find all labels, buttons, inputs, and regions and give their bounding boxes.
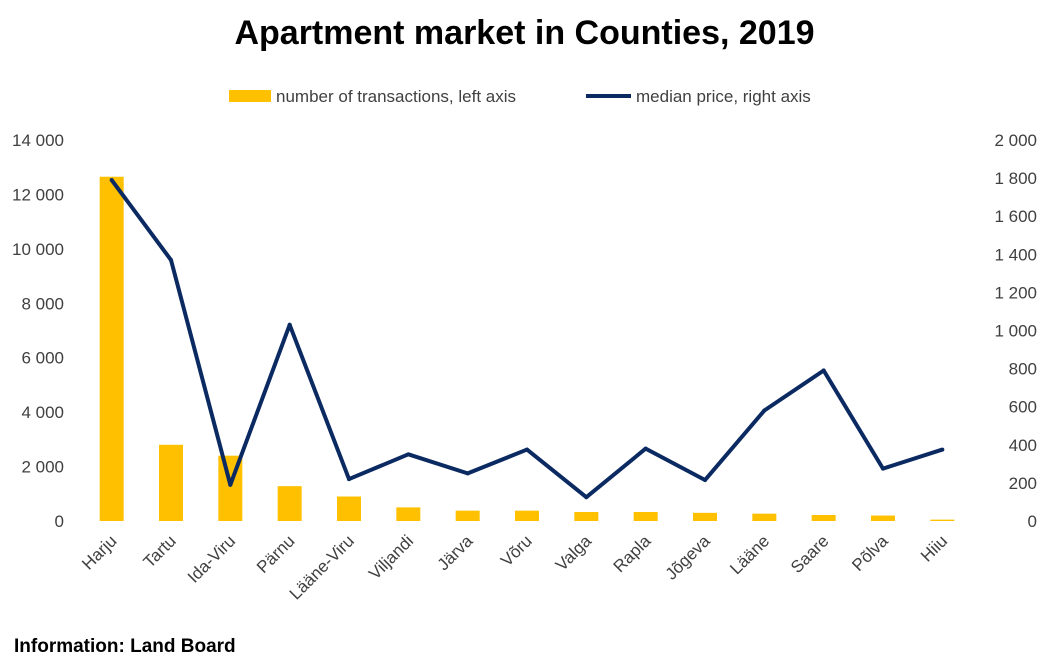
x-axis-label: Pärnu — [253, 531, 299, 577]
bar-rapla — [633, 512, 658, 521]
line-point-järva — [465, 471, 470, 476]
x-axis-label: Põlva — [848, 531, 892, 575]
left-axis-tick-label: 8 000 — [21, 294, 64, 313]
x-axis-label: Rapla — [610, 531, 655, 576]
legend-line-label: median price, right axis — [636, 87, 811, 106]
line-point-lääne-viru — [347, 477, 351, 482]
line-point-valga — [584, 495, 589, 500]
line-point-ida-viru — [228, 482, 233, 487]
line-point-põlva — [881, 466, 885, 471]
x-axis-label: Lääne-Viru — [286, 531, 358, 603]
left-axis-tick-label: 12 000 — [12, 185, 64, 204]
line-point-pärnu — [287, 322, 292, 327]
left-axis-tick-label: 2 000 — [21, 458, 64, 477]
left-axis-ticks: 0 2 000 4 000 6 000 8 000 10 000 12 000 14 000 — [12, 131, 64, 531]
bar-lääne-viru — [337, 496, 361, 521]
x-axis-label: Ida-Viru — [184, 531, 239, 586]
line-point-viljandi — [406, 452, 411, 457]
left-axis-tick-label: 0 — [55, 512, 64, 531]
legend-bar-swatch — [229, 90, 271, 102]
line-point-võru — [525, 447, 529, 452]
bar-pärnu — [277, 486, 302, 521]
line-point-harju — [109, 178, 114, 183]
right-axis-tick-label: 200 — [1009, 474, 1037, 493]
right-axis-tick-label: 1 000 — [994, 322, 1037, 341]
x-axis-label: Lääne — [726, 531, 773, 578]
right-axis-tick-label: 0 — [1028, 512, 1037, 531]
right-axis-tick-label: 800 — [1009, 360, 1037, 379]
bars — [99, 176, 955, 521]
bar-jõgeva — [693, 512, 717, 521]
line-point-hiiu — [940, 447, 945, 452]
price-line-group — [109, 178, 945, 500]
bar-valga — [574, 512, 599, 521]
legend-bar-label: number of transactions, left axis — [276, 87, 516, 106]
line-point-lääne — [762, 408, 767, 413]
right-axis-tick-label: 1 800 — [994, 169, 1037, 188]
right-axis-tick-label: 1 400 — [994, 245, 1037, 264]
bar-lääne — [752, 513, 777, 521]
bar-viljandi — [396, 507, 421, 521]
right-axis-tick-label: 1 600 — [994, 207, 1037, 226]
line-point-rapla — [643, 446, 648, 451]
right-axis-tick-label: 1 200 — [994, 283, 1037, 302]
bar-harju — [99, 176, 124, 521]
bar-hiiu — [930, 519, 955, 521]
source-note: Information: Land Board — [14, 636, 236, 657]
bar-põlva — [871, 515, 895, 521]
left-axis-tick-label: 4 000 — [21, 403, 64, 422]
right-axis-tick-label: 600 — [1009, 398, 1037, 417]
x-axis-label: Jõgeva — [662, 531, 715, 584]
line-point-jõgeva — [703, 478, 707, 483]
left-axis-tick-label: 14 000 — [12, 131, 64, 150]
bar-saare — [811, 515, 836, 521]
x-axis-label: Järva — [434, 531, 477, 574]
left-axis-tick-label: 6 000 — [21, 349, 64, 368]
right-axis-tick-label: 2 000 — [994, 131, 1037, 150]
x-axis-label: Harju — [78, 531, 120, 573]
x-axis-label: Saare — [787, 531, 833, 577]
x-axis-label: Valga — [552, 531, 596, 575]
right-axis-ticks: 0 200 400 600 800 1 000 1 200 1 400 1 600 1 800 2 … — [994, 131, 1037, 531]
right-axis-tick-label: 400 — [1009, 436, 1037, 455]
x-axis-label: Tartu — [140, 531, 180, 571]
chart-title: Apartment market in Counties, 2019 — [234, 14, 815, 52]
bar-tartu — [159, 444, 183, 521]
x-axis-label: Võru — [497, 531, 536, 570]
legend: number of transactions, left axis median… — [229, 87, 811, 106]
bar-võru — [515, 510, 539, 521]
bar-järva — [455, 510, 480, 521]
line-point-tartu — [169, 258, 173, 263]
x-axis-label: Hiiu — [917, 531, 951, 565]
left-axis-tick-label: 10 000 — [12, 240, 64, 259]
line-point-saare — [821, 368, 826, 373]
x-axis-label: Viljandi — [365, 531, 417, 583]
